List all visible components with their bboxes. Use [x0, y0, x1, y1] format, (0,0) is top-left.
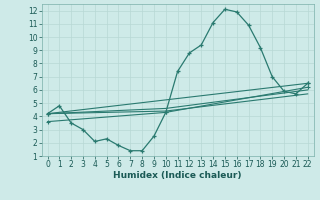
X-axis label: Humidex (Indice chaleur): Humidex (Indice chaleur): [113, 171, 242, 180]
